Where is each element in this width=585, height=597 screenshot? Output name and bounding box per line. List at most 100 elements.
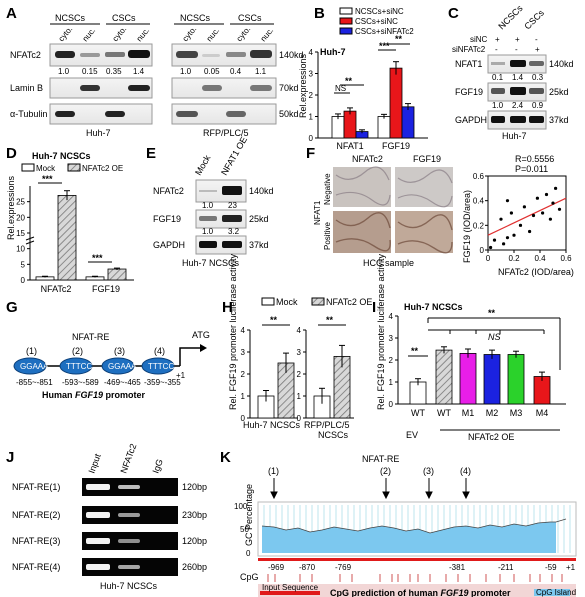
red-bar (258, 558, 576, 561)
panel-d-title: Huh-7 NCSCs (32, 151, 91, 161)
panel-h-legend: Mock NFATc2 OE (261, 297, 372, 307)
legend-label: CSCs+siNC (355, 17, 398, 26)
position-label: -769 (335, 563, 352, 572)
y-tick-label: 15 (16, 229, 25, 238)
svg-text:GGAAA: GGAAA (20, 362, 49, 371)
scatter-point (509, 211, 513, 215)
fraction-label: nuc. (259, 26, 276, 43)
scatter-point (541, 211, 545, 215)
panel-b-cell: Huh-7 (320, 47, 346, 57)
svg-text:(2): (2) (72, 346, 83, 356)
svg-text:0.9: 0.9 (532, 101, 544, 110)
quant-value: 1.4 (133, 67, 145, 76)
sig-mark: ** (488, 308, 496, 318)
scatter-point (528, 229, 532, 234)
group-label: CSCs (112, 13, 136, 23)
svg-text:3.2: 3.2 (228, 227, 240, 236)
input-seq-label: Input Sequence (262, 583, 319, 592)
scatter-point (535, 196, 540, 200)
size-label: 230bp (182, 510, 207, 520)
scatter-point (502, 242, 506, 246)
tick-label: 100 (234, 502, 248, 511)
nfat-re-site: GGAAA (3) -469~-465 (101, 346, 141, 387)
panel-k-label: K (220, 449, 231, 466)
panel-b-sig: NS ** *** ** (334, 34, 410, 94)
svg-text:0.3: 0.3 (532, 73, 544, 82)
group-label: Huh-7 NCSCs (243, 420, 301, 430)
y-tick-label: 0 (21, 276, 26, 285)
x-tick-label: 0 (486, 254, 491, 263)
bar (483, 354, 501, 405)
svg-text:+: + (535, 45, 540, 54)
promoter-caption: Human FGF19 promoter (42, 390, 146, 400)
panel-b-legend: NCSCs+siNC CSCs+siNC CSCs+siNFATc2 (339, 7, 414, 36)
fraction-label: cyto. (235, 25, 253, 44)
y-tick-label: 2 (389, 356, 394, 365)
treatment-label: siNFATc2 (452, 45, 486, 54)
row-label: Negative (323, 173, 332, 205)
size-label: 70kd (279, 83, 299, 93)
x-tick-label: M4 (536, 408, 549, 418)
panel-a-blots (49, 43, 277, 125)
position-label: -870 (299, 563, 316, 572)
y-tick-label: 3 (389, 334, 394, 343)
svg-text:-469~-465: -469~-465 (104, 378, 141, 387)
y-tick-label: 0.4 (473, 197, 485, 206)
sig-mark: *** (42, 174, 53, 184)
x-tick-label: FGF19 (92, 284, 120, 294)
size-label: 140kd (249, 186, 274, 196)
legend-swatch (339, 7, 353, 15)
blot-row-label: FGF19 (455, 87, 483, 97)
fraction-label: cyto. (181, 25, 199, 44)
group-label: NCSCs (180, 13, 211, 23)
y-tick-label: 0 (309, 134, 314, 143)
quant-value: 1.0 (58, 67, 70, 76)
panel-d-label: D (6, 145, 17, 162)
panel-h-label: H (222, 299, 233, 316)
svg-text:+1: +1 (176, 371, 186, 380)
scatter-point (512, 233, 516, 237)
panel-b-label: B (314, 5, 325, 22)
size-label: 120bp (182, 482, 207, 492)
sig-mark: ** (395, 34, 403, 44)
nfat-re-site: TTTCC (4) -359~-355 (141, 346, 181, 387)
quant-value: 0.35 (106, 67, 122, 76)
sig-mark: NS (488, 332, 501, 342)
x-tick-label: 0.4 (534, 254, 546, 263)
scatter-point (554, 186, 558, 190)
re-label: NFAT-RE (362, 454, 399, 464)
stat-p: P=0.011 (515, 164, 548, 174)
legend-label: NFATc2 OE (326, 297, 372, 307)
x-tick-label: M1 (462, 408, 475, 418)
panel-d-legend: Mock NFATc2 OE (21, 163, 123, 173)
y-tick-label: 3 (297, 348, 302, 357)
scatter-point (499, 217, 503, 221)
scatter-point (505, 199, 510, 203)
fraction-label: nuc. (205, 26, 222, 43)
panel-g-promoter: NFAT-RE ATG +1 GGAAA (1) -855~-851 TTTCC… (13, 330, 210, 400)
x-tick-label: NFATc2 (41, 284, 72, 294)
legend-label: NCSCs+siNC (355, 7, 404, 16)
panel-a-labels: NFATc2 Lamin B α-Tubulin 140kd 70kd 50kd… (10, 50, 304, 138)
size-label: 50kd (279, 109, 299, 119)
scatter-point (551, 201, 555, 205)
fraction-label: nuc. (81, 26, 98, 43)
sig-mark: ** (411, 346, 419, 356)
x-tick-label: 0.2 (508, 254, 520, 263)
y-tick-label: 1 (309, 113, 314, 122)
cpg-island-bar (534, 589, 570, 596)
bar (343, 110, 357, 139)
stat-r: R=0.5556 (515, 154, 554, 164)
fraction-label: cyto. (111, 25, 129, 44)
bar (459, 352, 477, 405)
y-tick-label: 0 (297, 414, 302, 423)
y-tick-label: 10 (16, 245, 25, 254)
legend-label: CSCs+siNFATc2 (355, 27, 414, 36)
scatter-point (505, 236, 510, 240)
panel-f-label: F (306, 145, 315, 162)
quant-value: 0.05 (204, 67, 220, 76)
panel-d-sig: *** *** (38, 174, 112, 263)
position-label: -969 (268, 563, 285, 572)
position-label: -381 (449, 563, 466, 572)
re-label: NFAT-RE (72, 332, 109, 342)
